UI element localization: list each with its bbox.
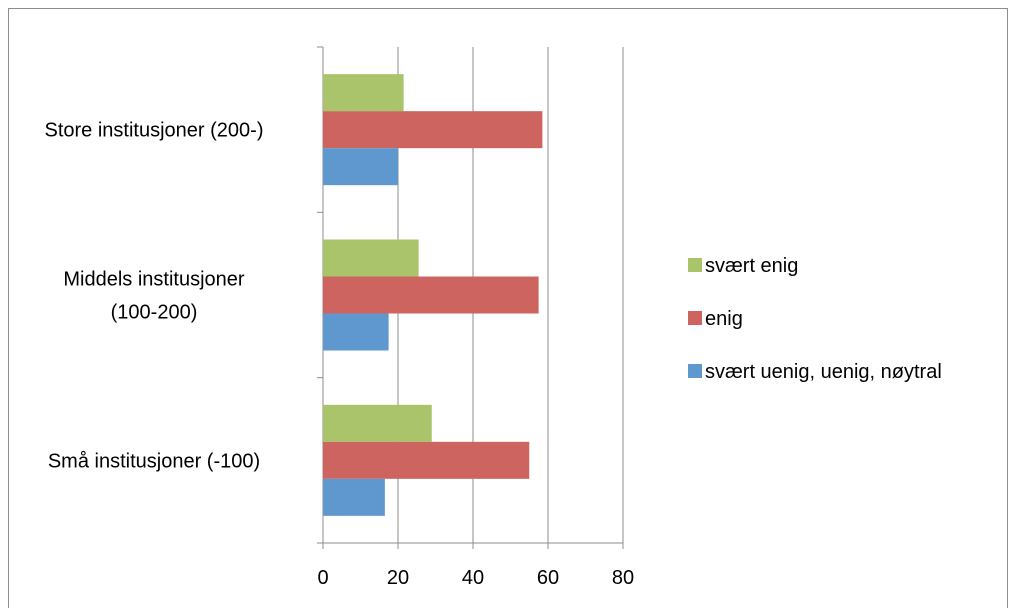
x-tick-label: 40 bbox=[462, 567, 484, 589]
legend-swatch bbox=[688, 311, 702, 325]
bars bbox=[323, 74, 543, 516]
category-label: Middels institusjoner bbox=[63, 269, 245, 291]
category-labels: Store institusjoner (200-) Middels instit… bbox=[45, 120, 264, 473]
bar bbox=[323, 111, 543, 149]
bar bbox=[323, 276, 539, 314]
legend-swatch bbox=[688, 258, 702, 272]
bar bbox=[323, 478, 385, 516]
legend-label: svært enig bbox=[705, 255, 798, 277]
x-tick-labels: 0 20 40 60 80 bbox=[317, 567, 634, 589]
category-label: Store institusjoner (200-) bbox=[45, 120, 264, 142]
legend-label: svært uenig, uenig, nøytral bbox=[705, 361, 942, 383]
bar bbox=[323, 441, 530, 479]
bar bbox=[323, 404, 432, 442]
legend-swatch bbox=[688, 364, 702, 378]
x-tick-label: 20 bbox=[387, 567, 409, 589]
bar bbox=[323, 239, 419, 277]
bar bbox=[323, 148, 398, 186]
bar bbox=[323, 313, 389, 351]
legend: svært enig enig svært uenig, uenig, nøytra… bbox=[688, 255, 942, 383]
category-label: (100-200) bbox=[111, 302, 198, 324]
x-tick-label: 60 bbox=[537, 567, 559, 589]
legend-label: enig bbox=[705, 308, 743, 330]
x-tick-label: 0 bbox=[317, 567, 328, 589]
bar bbox=[323, 74, 404, 112]
x-tick-label: 80 bbox=[612, 567, 634, 589]
category-label: Små institusjoner (-100) bbox=[48, 450, 260, 472]
